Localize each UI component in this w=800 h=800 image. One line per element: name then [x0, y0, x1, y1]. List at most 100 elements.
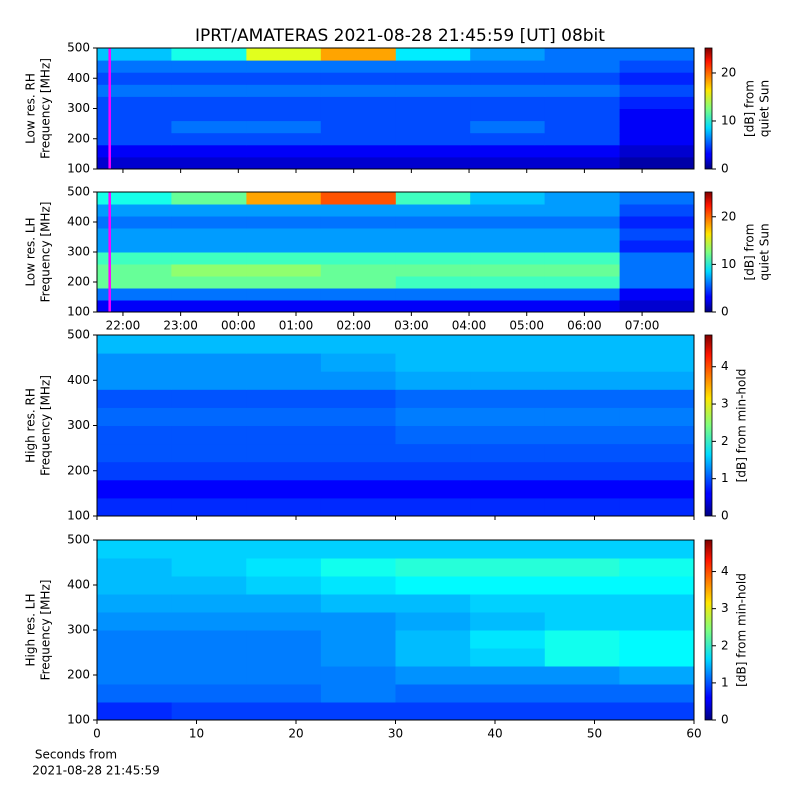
heatmap-cell [619, 108, 694, 122]
heatmap-cell [619, 612, 694, 631]
heatmap-cell [246, 228, 322, 241]
heatmap [97, 540, 694, 720]
colorbar-tick-label: 4 [721, 564, 729, 578]
heatmap-cell [470, 630, 546, 649]
y-tick-label: 100 [67, 713, 90, 727]
y-axis-label: Frequency [MHz] [39, 202, 53, 303]
x-tick-label: 10 [189, 727, 204, 741]
heatmap-cell [320, 108, 397, 122]
heatmap-cell [320, 60, 397, 73]
heatmap-cell [320, 120, 397, 134]
heatmap-cell [619, 389, 694, 408]
x-tick-label: 30 [388, 727, 403, 741]
x-tick-label: 07:00 [625, 319, 660, 333]
heatmap-cell [320, 288, 397, 301]
heatmap-cell [171, 120, 247, 134]
heatmap-cell [246, 156, 322, 169]
heatmap-cell [544, 96, 621, 109]
heatmap-cell [171, 132, 247, 146]
heatmap-cell [97, 96, 172, 109]
heatmap-cell [246, 702, 322, 720]
heatmap-cell [544, 60, 621, 73]
heatmap-cell [171, 443, 247, 463]
heatmap-cell [544, 371, 620, 390]
y-tick-label: 300 [67, 245, 90, 259]
heatmap-cell [246, 204, 322, 217]
heatmap-cell [246, 300, 322, 312]
heatmap-cell [470, 479, 546, 499]
heatmap-cell [619, 72, 694, 85]
heatmap-cell [395, 204, 471, 217]
heatmap-cell [544, 84, 621, 97]
heatmap-cell [395, 60, 471, 73]
heatmap-cell [320, 558, 396, 577]
heatmap-cell [171, 204, 247, 217]
x-tick-label: 22:00 [106, 319, 141, 333]
heatmap-cell [619, 630, 694, 649]
heatmap-cell [171, 156, 247, 169]
heatmap-cell [246, 425, 322, 445]
heatmap-cell [395, 666, 471, 685]
x-tick-label: 20 [288, 727, 303, 741]
heatmap-cell [320, 371, 396, 390]
heatmap-cell [97, 132, 172, 146]
heatmap-cell [97, 84, 172, 97]
heatmap-cell [470, 216, 546, 229]
heatmap-cell [470, 612, 546, 631]
heatmap-cell [171, 252, 247, 265]
x-tick-label: 06:00 [567, 319, 602, 333]
heatmap-cell [619, 156, 694, 169]
heatmap-cell [97, 479, 173, 499]
heatmap-cell [619, 228, 694, 241]
heatmap-cell [544, 144, 621, 158]
heatmap-cell [619, 666, 694, 685]
heatmap-cell [97, 371, 173, 390]
heatmap-cell [97, 576, 173, 595]
heatmap-cell [97, 558, 173, 577]
heatmap-cell [171, 479, 247, 499]
heatmap-cell [470, 96, 546, 109]
heatmap-cell [395, 425, 471, 445]
heatmap-cell [544, 72, 621, 85]
heatmap-cell [470, 204, 546, 217]
heatmap-cell [246, 576, 322, 595]
colorbar-tick-label: 0 [721, 162, 729, 176]
heatmap-cell [320, 72, 397, 85]
heatmap-cell [171, 144, 247, 158]
heatmap-cell [246, 666, 322, 685]
heatmap-cell [320, 666, 396, 685]
heatmap-cell [97, 300, 172, 312]
heatmap-cell [246, 252, 322, 265]
heatmap-cell [246, 216, 322, 229]
heatmap [97, 48, 694, 169]
heatmap-cell [619, 353, 694, 372]
y-axis-label: Frequency [MHz] [39, 580, 53, 681]
heatmap-cell [619, 132, 694, 146]
heatmap-cell [320, 443, 396, 463]
heatmap-cell [619, 264, 694, 277]
heatmap-cell [246, 240, 322, 253]
heatmap-cell [97, 461, 173, 481]
heatmap-cell [395, 684, 471, 703]
x-tick-label: 00:00 [221, 319, 256, 333]
heatmap-cell [320, 228, 397, 241]
heatmap-cell [470, 648, 546, 667]
heatmap-cell [470, 192, 546, 205]
heatmap-cell [470, 300, 546, 312]
colorbar [704, 334, 713, 517]
heatmap-cell [97, 540, 173, 559]
y-axis-label: Low res. RH [24, 73, 38, 144]
heatmap-cell [171, 425, 247, 445]
heatmap-cell [395, 120, 471, 134]
heatmap-cell [470, 443, 546, 463]
heatmap-cell [320, 264, 397, 277]
heatmap-cell [97, 192, 172, 205]
heatmap-cell [544, 120, 621, 134]
heatmap-cell [320, 461, 396, 481]
heatmap-cell [171, 300, 247, 312]
y-axis-label: High res. RH [24, 388, 38, 463]
heatmap-cell [470, 684, 546, 703]
heatmap-cell [246, 96, 322, 109]
colorbar-tick-label: 20 [721, 65, 736, 79]
heatmap-cell [320, 353, 396, 372]
